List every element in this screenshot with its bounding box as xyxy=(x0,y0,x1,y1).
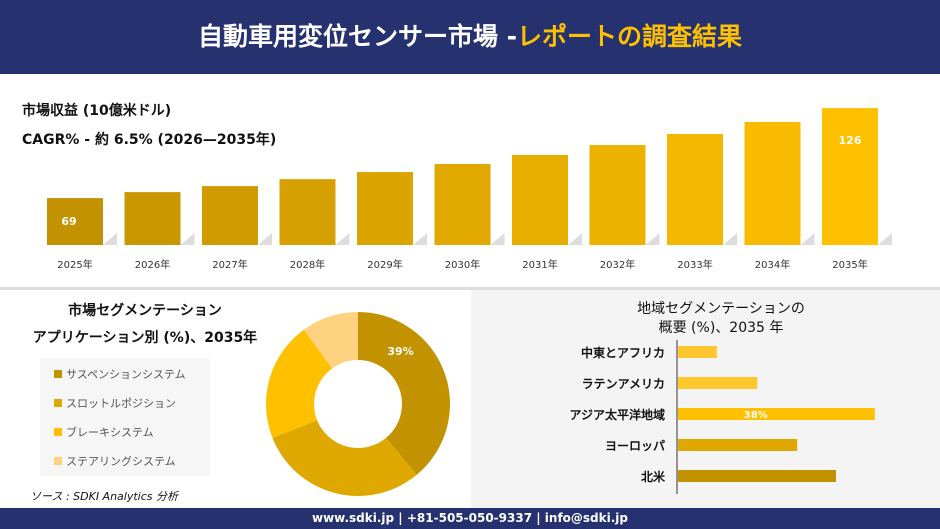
bar-shadow xyxy=(568,233,582,245)
cagr-text: CAGR% - 約 6.5% (2026—2035年) xyxy=(22,132,277,148)
legend-label: ブレーキシステム xyxy=(66,426,154,439)
revenue-bars: 2025年 69 2026年 2027年 2028年 2029年 2030年 2031年 203… xyxy=(47,108,892,271)
region-bar xyxy=(678,377,758,389)
year-label: 2029年 xyxy=(367,258,402,271)
year-label: 2035年 xyxy=(832,258,867,271)
bar-shadow xyxy=(723,233,737,245)
bar-shadow xyxy=(800,233,815,245)
bar-value-label: 69 xyxy=(61,215,76,228)
revenue-bar xyxy=(124,192,181,245)
revenue-bar xyxy=(202,186,258,245)
revenue-bar xyxy=(589,145,646,245)
revenue-bar xyxy=(47,198,103,245)
year-label: 2031年 xyxy=(522,258,557,271)
app-title: 市場セグメンテーション xyxy=(68,303,222,319)
legend-swatch xyxy=(54,457,62,465)
legend-item: サスペンションシステム xyxy=(54,366,186,382)
region-segment-panel: 地域セグメンテーションの 概要 (%)、2035 年 中東とアフリカ ラテンアメリ… xyxy=(471,290,940,508)
year-label: 2034年 xyxy=(755,258,790,271)
application-segment-panel: 市場セグメンテーション アプリケーション別 (%)、2035年 サスペンションシ… xyxy=(0,290,468,508)
legend-swatch xyxy=(54,428,62,436)
legend-label: ステアリングシステム xyxy=(66,455,176,468)
revenue-bar xyxy=(512,154,568,245)
legend-label: サスペンションシステム xyxy=(66,368,186,381)
region-label: 中東とアフリカ xyxy=(581,345,665,360)
year-label: 2025年 xyxy=(57,258,92,271)
bar-shadow xyxy=(645,233,660,245)
region-bar xyxy=(678,408,875,420)
title-accent: レポートの調査結果 xyxy=(517,22,743,51)
legend-item: ステアリングシステム xyxy=(54,453,176,469)
revenue-bar xyxy=(667,133,723,245)
legend-item: スロットルポジション xyxy=(54,395,176,411)
region-label: アジア太平洋地域 xyxy=(569,407,665,422)
region-label: ヨーロッパ xyxy=(605,439,665,453)
region-label: ラテンアメリカ xyxy=(582,377,665,391)
bar-shadow xyxy=(490,233,505,245)
bar-shadow xyxy=(335,233,350,245)
region-subtitle: 概要 (%)、2035 年 xyxy=(658,320,784,336)
year-label: 2032年 xyxy=(600,258,635,271)
revenue-title: 市場収益 (10億米ドル) xyxy=(22,103,172,119)
slice-label: 39% xyxy=(387,345,413,358)
region-bar xyxy=(678,439,798,451)
legend-swatch xyxy=(54,399,62,407)
year-label: 2028年 xyxy=(290,258,325,271)
bar-value-label: 38% xyxy=(744,410,768,421)
bar-shadow xyxy=(413,233,427,245)
donut-chart: 39% xyxy=(266,312,450,496)
revenue-bar xyxy=(279,179,336,245)
region-bar xyxy=(678,346,717,358)
year-label: 2033年 xyxy=(677,258,712,271)
revenue-bar xyxy=(744,121,801,245)
legend-swatch xyxy=(54,370,62,378)
legend-item: ブレーキシステム xyxy=(54,424,154,440)
donut-slice xyxy=(358,312,450,475)
year-label: 2026年 xyxy=(135,258,170,271)
revenue-bar xyxy=(822,108,878,245)
divider xyxy=(0,287,940,290)
region-label: 北米 xyxy=(641,469,666,484)
revenue-chart: 市場収益 (10億米ドル) CAGR% - 約 6.5% (2026—2035年… xyxy=(0,74,940,286)
region-bar xyxy=(678,470,836,482)
app-subtitle: アプリケーション別 (%)、2035年 xyxy=(32,330,258,346)
donut-slice xyxy=(272,420,417,496)
year-label: 2030年 xyxy=(445,258,480,271)
bar-shadow xyxy=(180,233,195,245)
bar-value-label: 126 xyxy=(839,134,862,147)
region-title: 地域セグメンテーションの xyxy=(637,301,805,317)
revenue-bar xyxy=(357,172,413,245)
donut-slice xyxy=(266,329,333,438)
source-note: ソース : SDKI Analytics 分析 xyxy=(30,490,179,503)
footer-contact: www.sdki.jp | +81-505-050-9337 | info@sd… xyxy=(0,508,940,529)
bar-shadow xyxy=(103,233,117,245)
donut-legend: サスペンションシステム スロットルポジション ブレーキシステムステアリングシステム xyxy=(40,358,210,476)
donut-slice xyxy=(303,312,358,369)
year-label: 2027年 xyxy=(212,258,247,271)
bar-shadow xyxy=(258,233,272,245)
revenue-bar xyxy=(434,163,491,245)
title-main: 自動車用変位センサー市場 - xyxy=(197,22,518,51)
bar-shadow xyxy=(878,233,892,245)
legend-label: スロットルポジション xyxy=(66,397,176,410)
header-banner: 自動車用変位センサー市場 -レポートの調査結果 xyxy=(0,0,940,74)
